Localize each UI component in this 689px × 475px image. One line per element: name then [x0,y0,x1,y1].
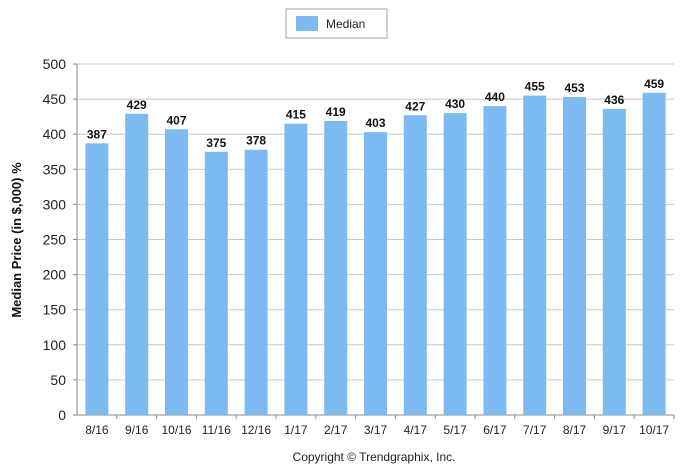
x-tick-label: 2/17 [324,423,348,437]
y-tick-label: 250 [43,232,67,248]
y-tick-labels: 0 50 100 150 200 250 300 350 400 450 500 [43,56,67,423]
x-tick-label: 7/17 [523,423,547,437]
x-tick-label: 12/16 [241,423,271,437]
y-tick-label: 0 [58,407,66,423]
bar [563,96,586,416]
y-tick-label: 50 [50,372,66,388]
bar [324,120,348,416]
legend-label-median: Median [326,17,365,31]
data-label: 459 [644,77,664,91]
bar [85,143,109,415]
x-tick-label: 6/17 [483,423,507,437]
legend-swatch-median [296,16,318,31]
bar [443,113,467,415]
bar [165,129,188,416]
data-label: 403 [365,116,385,130]
x-tick-label: 8/16 [85,423,109,437]
x-tick-label: 9/17 [603,423,627,437]
bar [483,106,507,416]
x-tick-label: 4/17 [404,423,428,437]
data-label: 375 [206,136,226,150]
copyright-text: Copyright © Trendgraphix, Inc. [293,450,456,464]
bar [642,92,666,415]
bar [523,95,547,415]
bar [403,115,427,415]
y-tick-label: 150 [43,302,67,318]
bar [364,132,387,415]
y-tick-label: 500 [43,56,67,72]
x-tick-label: 11/16 [202,423,231,437]
bar [125,113,149,415]
data-label: 440 [485,90,505,104]
x-tick-label: 9/16 [125,423,149,437]
bar [284,123,308,416]
data-labels: 387 429 407 375 378 415 419 403 427 430 440 455 453 4… [87,77,665,150]
data-label: 455 [525,80,545,94]
data-label: 387 [87,127,107,141]
data-label: 429 [127,98,147,112]
data-label: 430 [445,97,465,111]
data-label: 427 [405,99,425,113]
bar [244,149,268,415]
y-tick-label: 200 [43,267,67,283]
x-tick-label: 8/17 [563,423,587,437]
x-tick-label: 10/17 [639,423,669,437]
data-label: 407 [166,113,186,127]
y-tick-label: 100 [43,337,67,353]
y-axis-title: Median Price (in $,000) % [9,162,24,318]
y-tick-label: 450 [43,91,67,107]
y-tick-label: 400 [43,126,67,142]
x-tick-label: 5/17 [443,423,467,437]
bars [85,92,666,416]
bar [602,108,626,416]
legend: Median [285,8,388,39]
data-label: 453 [564,81,584,95]
x-tick-label: 3/17 [364,423,388,437]
y-tick-label: 350 [43,161,67,177]
data-label: 436 [604,93,624,107]
data-label: 415 [286,108,306,122]
data-label: 419 [326,105,346,119]
x-tick-label: 1/17 [284,423,308,437]
x-tick-labels: 8/16 9/16 10/16 11/16 12/16 1/17 2/17 3/17 4/17 5… [85,423,669,437]
y-tick-label: 300 [43,196,67,212]
data-label: 378 [246,134,266,148]
bar [204,151,228,415]
x-tick-label: 10/16 [161,423,191,437]
